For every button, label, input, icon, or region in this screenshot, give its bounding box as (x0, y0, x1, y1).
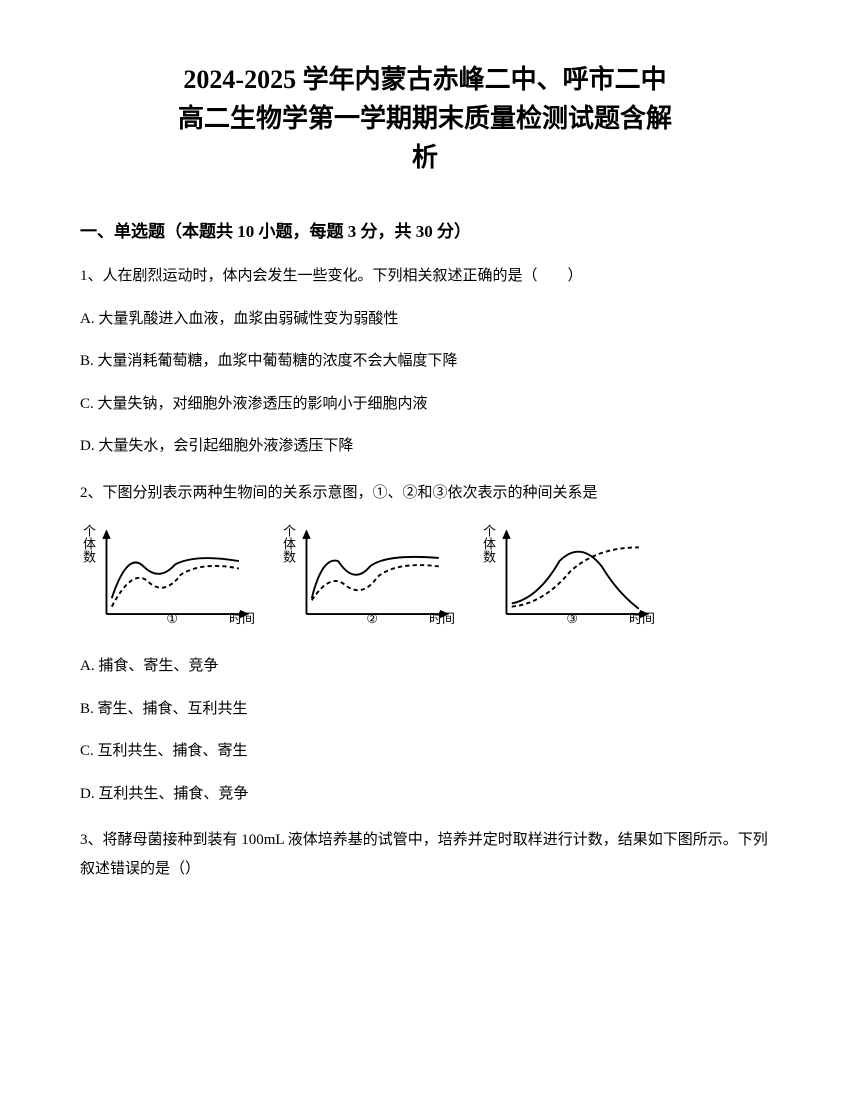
document-title: 2024-2025 学年内蒙古赤峰二中、呼市二中 高二生物学第一学期期末质量检测… (80, 60, 770, 177)
title-line-3: 析 (80, 138, 770, 177)
chart-1-ylabel: 个体数 (82, 524, 95, 563)
chart-1-number: ① (166, 607, 178, 632)
question-2-text: 2、下图分别表示两种生物间的关系示意图，①、②和③依次表示的种间关系是 (80, 479, 770, 508)
question-2: 2、下图分别表示两种生物间的关系示意图，①、②和③依次表示的种间关系是 个体数 … (80, 479, 770, 809)
question-2-option-c: C. 互利共生、捕食、寄生 (80, 737, 770, 766)
chart-2-dashed-line (312, 565, 439, 600)
section-header: 一、单选题（本题共 10 小题，每题 3 分，共 30 分） (80, 217, 770, 242)
chart-1-solid-line (112, 558, 239, 598)
chart-2: 个体数 ② 时间 (280, 522, 460, 632)
question-1-option-d: D. 大量失水，会引起细胞外液渗透压下降 (80, 432, 770, 461)
question-2-option-b: B. 寄生、捕食、互利共生 (80, 695, 770, 724)
question-3: 3、将酵母菌接种到装有 100mL 液体培养基的试管中，培养并定时取样进行计数，… (80, 826, 770, 883)
question-1-option-a: A. 大量乳酸进入血液，血浆由弱碱性变为弱酸性 (80, 305, 770, 334)
chart-1-xlabel: 时间 (229, 607, 255, 632)
chart-3-dashed-line (512, 547, 639, 606)
question-3-text: 3、将酵母菌接种到装有 100mL 液体培养基的试管中，培养并定时取样进行计数，… (80, 826, 770, 883)
chart-2-ylabel: 个体数 (282, 524, 295, 563)
chart-3-xlabel: 时间 (629, 607, 655, 632)
question-1-text: 1、人在剧烈运动时，体内会发生一些变化。下列相关叙述正确的是（ ） (80, 262, 770, 291)
chart-3-number: ③ (566, 607, 578, 632)
chart-1-dashed-line (112, 566, 239, 607)
chart-2-xlabel: 时间 (429, 607, 455, 632)
title-line-1: 2024-2025 学年内蒙古赤峰二中、呼市二中 (80, 60, 770, 99)
question-1: 1、人在剧烈运动时，体内会发生一些变化。下列相关叙述正确的是（ ） A. 大量乳… (80, 262, 770, 461)
charts-container: 个体数 ① 时间 个体数 ② 时间 (80, 522, 770, 632)
chart-3-ylabel: 个体数 (482, 524, 495, 563)
title-line-2: 高二生物学第一学期期末质量检测试题含解 (80, 99, 770, 138)
question-2-option-d: D. 互利共生、捕食、竞争 (80, 780, 770, 809)
question-2-option-a: A. 捕食、寄生、竞争 (80, 652, 770, 681)
chart-3: 个体数 ③ 时间 (480, 522, 660, 632)
chart-1: 个体数 ① 时间 (80, 522, 260, 632)
chart-3-solid-line (512, 552, 639, 609)
chart-2-number: ② (366, 607, 378, 632)
question-1-option-c: C. 大量失钠，对细胞外液渗透压的影响小于细胞内液 (80, 390, 770, 419)
question-1-option-b: B. 大量消耗葡萄糖，血浆中葡萄糖的浓度不会大幅度下降 (80, 347, 770, 376)
chart-2-solid-line (312, 557, 439, 598)
